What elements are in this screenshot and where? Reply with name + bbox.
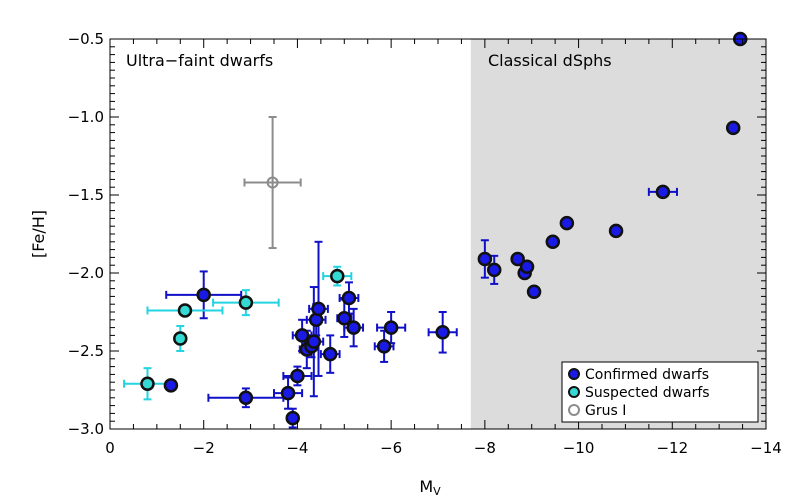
confirmed-point: [285, 410, 300, 426]
confirmed-point: [311, 301, 326, 317]
confirmed-point: [280, 385, 296, 401]
confirmed-point: [477, 251, 493, 267]
legend-label-grus: Grus I: [585, 403, 626, 419]
x-tick-label: −2: [193, 439, 215, 457]
suspected-point: [140, 376, 155, 392]
legend-marker-confirmed: [568, 368, 580, 380]
confirmed-point: [163, 378, 179, 393]
confirmed-point: [435, 325, 450, 340]
x-tick-label: 0: [105, 439, 115, 457]
legend-label-confirmed: Confirmed dwarfs: [585, 367, 709, 383]
x-axis-label-main: M: [419, 477, 433, 496]
confirmed-point: [337, 310, 352, 326]
confirmed-point: [341, 290, 357, 306]
confirmed-point: [306, 334, 322, 349]
y-tick-label: −1.0: [68, 108, 104, 126]
confirmed-point: [608, 223, 624, 239]
annotation-classical: Classical dSphs: [488, 51, 612, 70]
x-tick-label: −14: [750, 439, 782, 457]
suspected-point: [173, 331, 188, 346]
y-tick-label: −3.0: [68, 420, 104, 438]
legend-box: [561, 361, 759, 423]
grus-point: [266, 176, 279, 189]
confirmed-point: [486, 262, 502, 278]
legend-marker-grus: [568, 404, 580, 416]
confirmed-point: [294, 328, 310, 343]
confirmed-point: [196, 287, 211, 303]
y-tick-label: −2.5: [68, 342, 104, 360]
confirmed-point: [322, 346, 338, 362]
legend-marker-suspected: [568, 386, 580, 398]
confirmed-point: [510, 251, 525, 267]
y-tick-label: −0.5: [68, 30, 104, 48]
confirmed-point: [346, 320, 361, 335]
suspected-point: [177, 303, 193, 318]
confirmed-point: [383, 320, 399, 335]
y-tick-label: −2.0: [68, 264, 104, 282]
x-tick-label: −6: [380, 439, 402, 457]
x-tick-label: −10: [563, 439, 595, 457]
legend-label-suspected: Suspected dwarfs: [585, 385, 710, 401]
y-axis-label: [Fe/H]: [29, 210, 48, 258]
confirmed-point: [655, 184, 671, 200]
x-tick-label: −8: [474, 439, 496, 457]
x-axis-label-sub: V: [433, 485, 441, 498]
x-tick-label: −4: [286, 439, 308, 457]
suspected-point: [238, 295, 254, 310]
axis-ticks: 0 −2 −4 −6 −8 −10 −12 −14 −0.5 −1.0 −1.5 −2.0 −2.5 −3…: [68, 30, 782, 457]
legend: Confirmed dwarfs Suspected dwarfs Grus I: [561, 361, 759, 423]
confirmed-point: [519, 259, 535, 275]
confirmed-point: [559, 215, 575, 231]
confirmed-point: [545, 234, 561, 250]
confirmed-point: [290, 368, 305, 384]
suspected-point: [330, 268, 345, 284]
annotation-ultra-faint: Ultra−faint dwarfs: [126, 51, 273, 70]
x-tick-label: −12: [656, 439, 688, 457]
confirmed-point: [238, 390, 254, 406]
confirmed-point: [725, 120, 741, 136]
x-axis-label: MV: [419, 477, 441, 498]
confirmed-point: [526, 284, 542, 299]
confirmed-point: [376, 339, 392, 354]
y-tick-label: −1.5: [68, 186, 104, 204]
